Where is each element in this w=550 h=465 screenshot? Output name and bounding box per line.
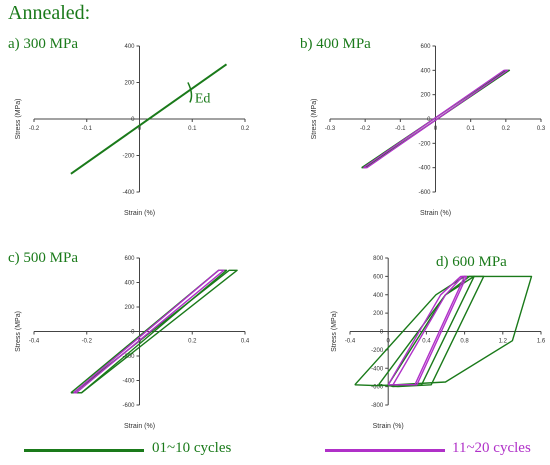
x-tick-label: 0.1	[466, 126, 475, 132]
x-tick-label: 0.3	[537, 126, 546, 132]
panel-b-title: b) 400 MPa	[300, 36, 371, 52]
x-axis-title: Strain (%)	[420, 210, 451, 217]
y-tick-label: -600	[371, 385, 384, 391]
series-line	[387, 275, 466, 386]
series-line	[73, 269, 225, 394]
x-tick-label: -0.4	[345, 339, 356, 345]
x-tick-label: 0	[138, 126, 142, 132]
y-axis-title: Stress (MPa)	[331, 311, 338, 352]
x-tick-label: -0.3	[325, 126, 336, 132]
x-tick-label: 0.2	[241, 126, 250, 132]
y-axis-title: Stress (MPa)	[15, 311, 22, 352]
x-tick-label: -0.1	[395, 126, 406, 132]
legend-line-magenta	[325, 449, 445, 452]
y-tick-label: 0	[380, 330, 384, 336]
y-tick-label: -400	[122, 379, 135, 385]
legend-line-green	[24, 449, 144, 452]
y-tick-label: -200	[371, 348, 384, 354]
y-tick-label: 800	[373, 256, 384, 262]
legend-label-green: 01~10 cycles	[152, 440, 232, 456]
x-tick-label: -0.1	[82, 126, 93, 132]
y-tick-label: 0	[131, 117, 135, 123]
y-tick-label: -200	[418, 141, 431, 147]
y-axis-title: Stress (MPa)	[15, 99, 22, 140]
y-tick-label: -400	[371, 366, 384, 372]
x-tick-label: -0.2	[82, 339, 93, 345]
annotation-label: Ed	[195, 91, 211, 106]
y-tick-label: 600	[373, 274, 384, 280]
y-tick-label: 200	[124, 81, 135, 87]
legend-label-magenta: 11~20 cycles	[452, 440, 531, 456]
x-tick-label: 0.2	[502, 126, 511, 132]
y-tick-label: -600	[418, 190, 431, 196]
y-tick-label: -400	[418, 166, 431, 172]
series-line	[70, 63, 228, 175]
y-tick-label: -800	[371, 403, 384, 409]
y-tick-label: -600	[122, 403, 135, 409]
y-tick-label: 200	[420, 93, 431, 99]
figure-title: Annealed:	[8, 2, 91, 24]
y-tick-label: 600	[124, 256, 135, 262]
y-tick-label: 0	[427, 117, 431, 123]
y-tick-label: -400	[122, 190, 135, 196]
x-tick-label: 0	[387, 339, 391, 345]
x-tick-label: -0.2	[360, 126, 371, 132]
x-tick-label: 0.4	[241, 339, 250, 345]
x-axis-title: Strain (%)	[124, 423, 155, 430]
x-axis-title: Strain (%)	[124, 210, 155, 217]
x-tick-label: 0.8	[460, 339, 469, 345]
x-tick-label: 1.2	[499, 339, 508, 345]
x-axis-title: Strain (%)	[373, 423, 404, 430]
panel-a-title: a) 300 MPa	[8, 36, 78, 52]
y-tick-label: 400	[373, 293, 384, 299]
y-tick-label: -200	[122, 354, 135, 360]
angle-arc	[187, 82, 193, 103]
y-tick-label: 400	[124, 281, 135, 287]
y-axis-title: Stress (MPa)	[311, 99, 318, 140]
x-tick-label: 0.2	[188, 339, 197, 345]
y-tick-label: 200	[373, 311, 384, 317]
x-tick-label: -0.2	[29, 126, 40, 132]
panel-c-title: c) 500 MPa	[8, 250, 78, 266]
x-tick-label: 0.1	[188, 126, 197, 132]
series-line	[363, 69, 509, 169]
x-tick-label: -0.4	[29, 339, 40, 345]
y-tick-label: 0	[131, 330, 135, 336]
y-tick-label: 400	[420, 68, 431, 74]
y-tick-label: 200	[124, 305, 135, 311]
x-tick-label: 1.6	[537, 339, 546, 345]
panel-d-title: d) 600 MPa	[436, 254, 507, 270]
y-tick-label: 600	[420, 44, 431, 50]
y-tick-label: 400	[124, 44, 135, 50]
x-tick-label: 0	[434, 126, 438, 132]
x-tick-label: 0.4	[422, 339, 431, 345]
y-tick-label: -200	[122, 154, 135, 160]
